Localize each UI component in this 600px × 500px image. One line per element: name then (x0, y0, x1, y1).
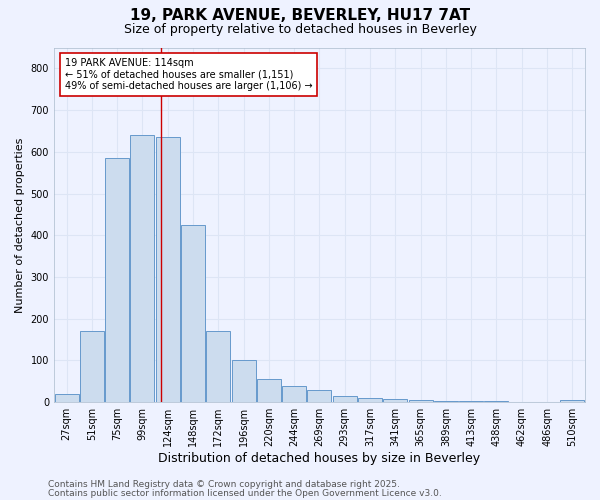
Text: Contains HM Land Registry data © Crown copyright and database right 2025.: Contains HM Land Registry data © Crown c… (48, 480, 400, 489)
Bar (156, 137, 180, 402)
Text: 19 PARK AVENUE: 114sqm
← 51% of detached houses are smaller (1,151)
49% of semi-: 19 PARK AVENUE: 114sqm ← 51% of detached… (65, 58, 312, 92)
Bar (409, 400, 433, 402)
Bar (307, 390, 331, 402)
Bar (181, 225, 205, 402)
Bar (358, 398, 382, 402)
Bar (257, 380, 281, 402)
Bar (434, 400, 458, 402)
Text: Size of property relative to detached houses in Beverley: Size of property relative to detached ho… (124, 22, 476, 36)
Bar (232, 360, 256, 402)
Bar (105, 158, 129, 402)
Text: 19, PARK AVENUE, BEVERLEY, HU17 7AT: 19, PARK AVENUE, BEVERLEY, HU17 7AT (130, 8, 470, 22)
X-axis label: Distribution of detached houses by size in Beverley: Distribution of detached houses by size … (158, 452, 481, 465)
Bar (459, 401, 483, 402)
Bar (560, 400, 584, 402)
Bar (206, 332, 230, 402)
Bar (130, 135, 154, 402)
Y-axis label: Number of detached properties: Number of detached properties (15, 137, 25, 312)
Bar (282, 386, 306, 402)
Text: Contains public sector information licensed under the Open Government Licence v3: Contains public sector information licen… (48, 488, 442, 498)
Bar (383, 399, 407, 402)
Bar (333, 396, 357, 402)
Bar (80, 332, 104, 402)
Bar (55, 394, 79, 402)
